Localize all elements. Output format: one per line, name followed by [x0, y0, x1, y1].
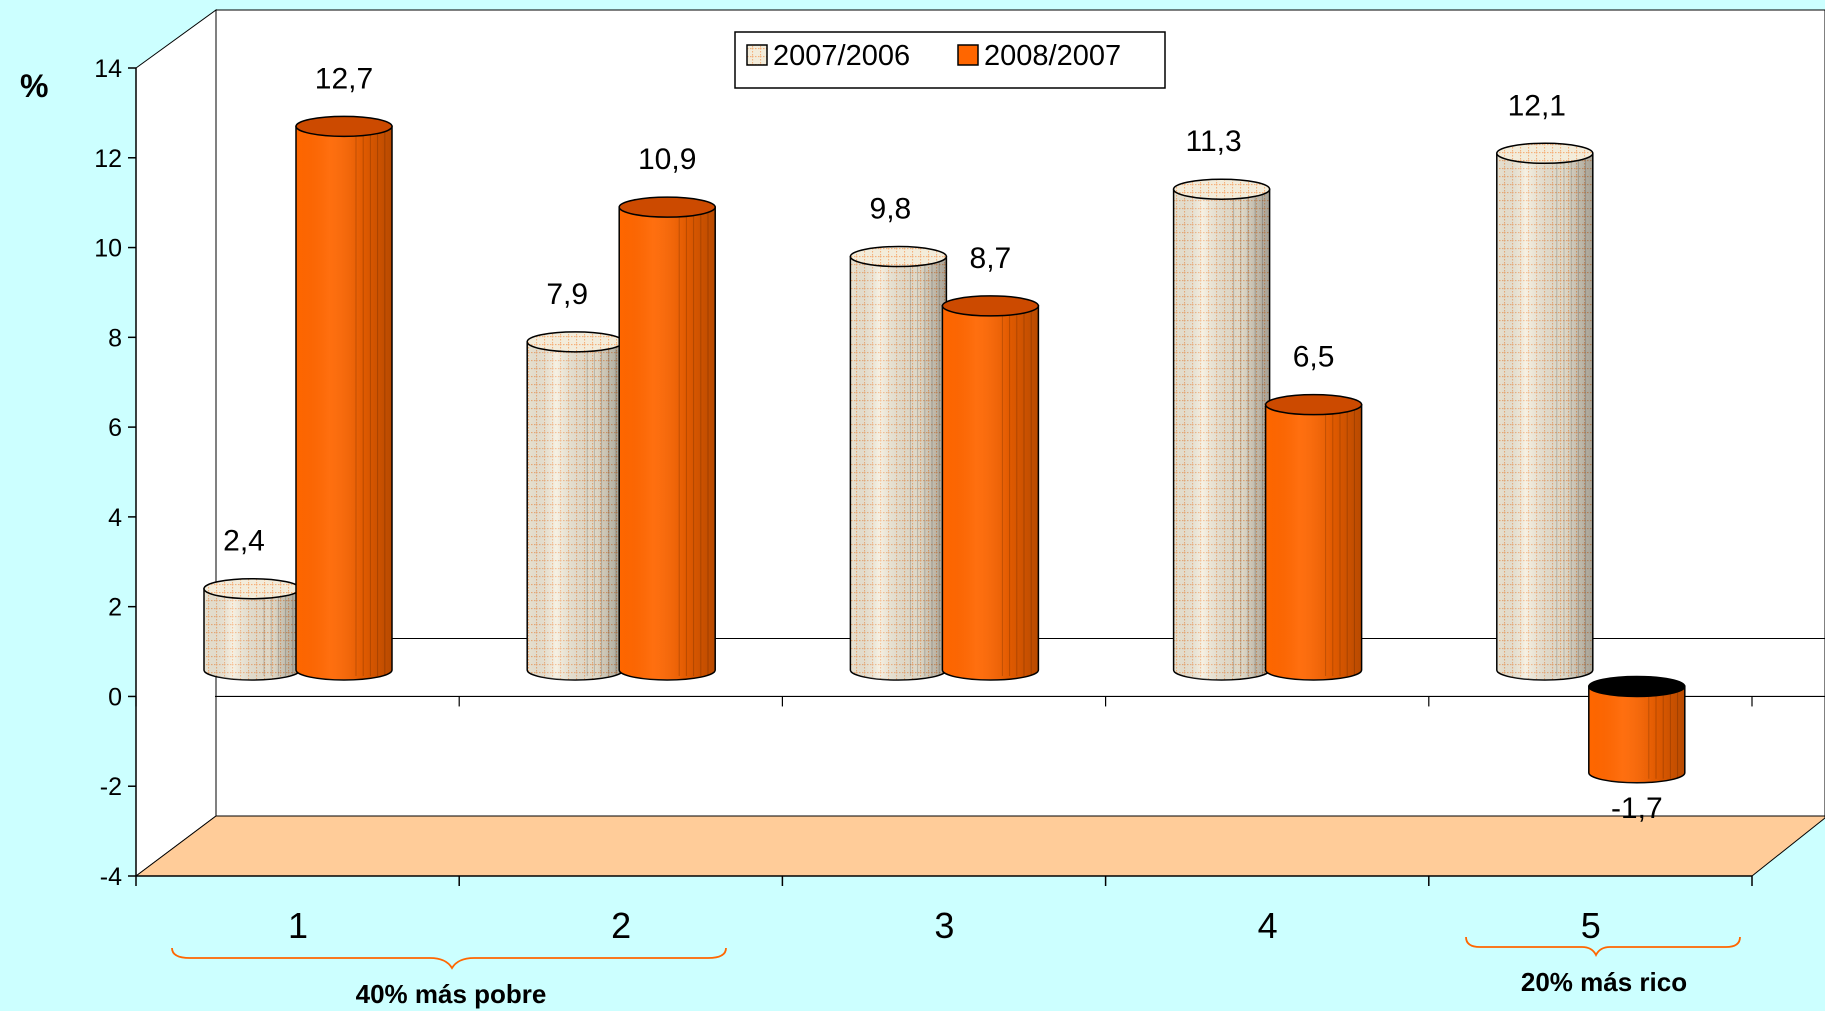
legend-swatch-2008-2007 [957, 44, 979, 66]
bar-2007-2006-2 [526, 331, 624, 681]
bars [203, 115, 1686, 784]
bar-shading [527, 341, 624, 680]
bar-shading [1496, 153, 1593, 681]
bar-2007-2006-3 [849, 245, 948, 681]
data-label: 6,5 [1293, 341, 1335, 374]
y-tick-label: -4 [100, 863, 122, 891]
y-tick-label: 2 [108, 594, 122, 622]
bar-2008-2007-5 [1588, 675, 1686, 784]
bar-2008-2007-4 [1264, 393, 1363, 681]
bar-shading [1265, 404, 1362, 680]
category-label: 3 [934, 905, 954, 946]
data-label: 11,3 [1186, 125, 1242, 158]
bar-2008-2007-3 [941, 295, 1040, 681]
legend-label-2008-2007: 2008/2007 [984, 40, 1121, 72]
y-tick-label: 8 [108, 324, 122, 352]
bar-2007-2006-5 [1496, 142, 1594, 681]
category-label: 2 [611, 905, 631, 946]
legend: 2007/2006 2008/2007 [734, 31, 1166, 89]
y-tick-label: 4 [108, 504, 122, 532]
group-annotations: 40% más pobre 20% más rico [171, 936, 1741, 1009]
y-tick-label: 10 [94, 235, 122, 263]
bar-top-cap [941, 295, 1040, 317]
data-label: -1,7 [1611, 792, 1663, 825]
data-label: 10,9 [638, 143, 696, 176]
bar-shading [1588, 686, 1685, 783]
bar-2007-2006-1 [203, 577, 301, 681]
bar-top-cap [1264, 393, 1363, 416]
data-label: 8,7 [970, 242, 1012, 275]
bar-shading [619, 207, 716, 680]
group-label-richest: 20% más rico [1521, 967, 1687, 997]
plot-left-wall [135, 9, 217, 877]
data-label: 9,8 [870, 193, 912, 226]
y-tick-label: 12 [94, 145, 122, 173]
bar-top-cap [849, 245, 948, 268]
bar-top-cap [295, 115, 393, 138]
data-label: 12,7 [315, 62, 373, 95]
data-label: 12,1 [1508, 89, 1566, 122]
category-label: 4 [1258, 905, 1278, 946]
bar-shading [204, 588, 300, 680]
bar-2008-2007-1 [295, 115, 393, 681]
category-label: 5 [1581, 905, 1601, 946]
y-tick-label: 14 [94, 55, 122, 83]
bar-shading [1173, 189, 1270, 680]
y-tick-label: 0 [108, 683, 122, 711]
data-labels: 2,4 12,7 7,9 10,9 9,8 8,7 11,3 6,5 12,1 -1,7 [223, 62, 1663, 824]
data-label: 2,4 [223, 525, 265, 558]
y-tick-label: 6 [108, 414, 122, 442]
legend-box [734, 31, 1166, 89]
bar-shading [850, 256, 947, 680]
bar-top-cap [618, 196, 716, 218]
group-label-poorest: 40% más pobre [356, 979, 547, 1009]
legend-label-2007-2006: 2007/2006 [773, 40, 910, 72]
category-label: 1 [288, 905, 308, 946]
bar-shading [942, 305, 1039, 680]
y-tick-label: -2 [100, 773, 122, 801]
bar-top-cap [1496, 142, 1594, 165]
plot-floor [134, 815, 1825, 877]
bar-top-cap [203, 577, 301, 600]
group-brace-richest [1465, 936, 1741, 958]
group-brace-poorest [171, 947, 727, 970]
bar-top-cap [526, 331, 624, 353]
bar-top-cap [1172, 178, 1271, 200]
bar-2008-2007-2 [618, 196, 716, 681]
bar-top-cap [1588, 675, 1686, 698]
data-label: 7,9 [546, 278, 588, 311]
bar-2007-2006-4 [1172, 178, 1271, 681]
bar-shading [296, 126, 392, 681]
y-axis-label: % [20, 68, 48, 104]
legend-swatch-2007-2006 [746, 44, 768, 66]
